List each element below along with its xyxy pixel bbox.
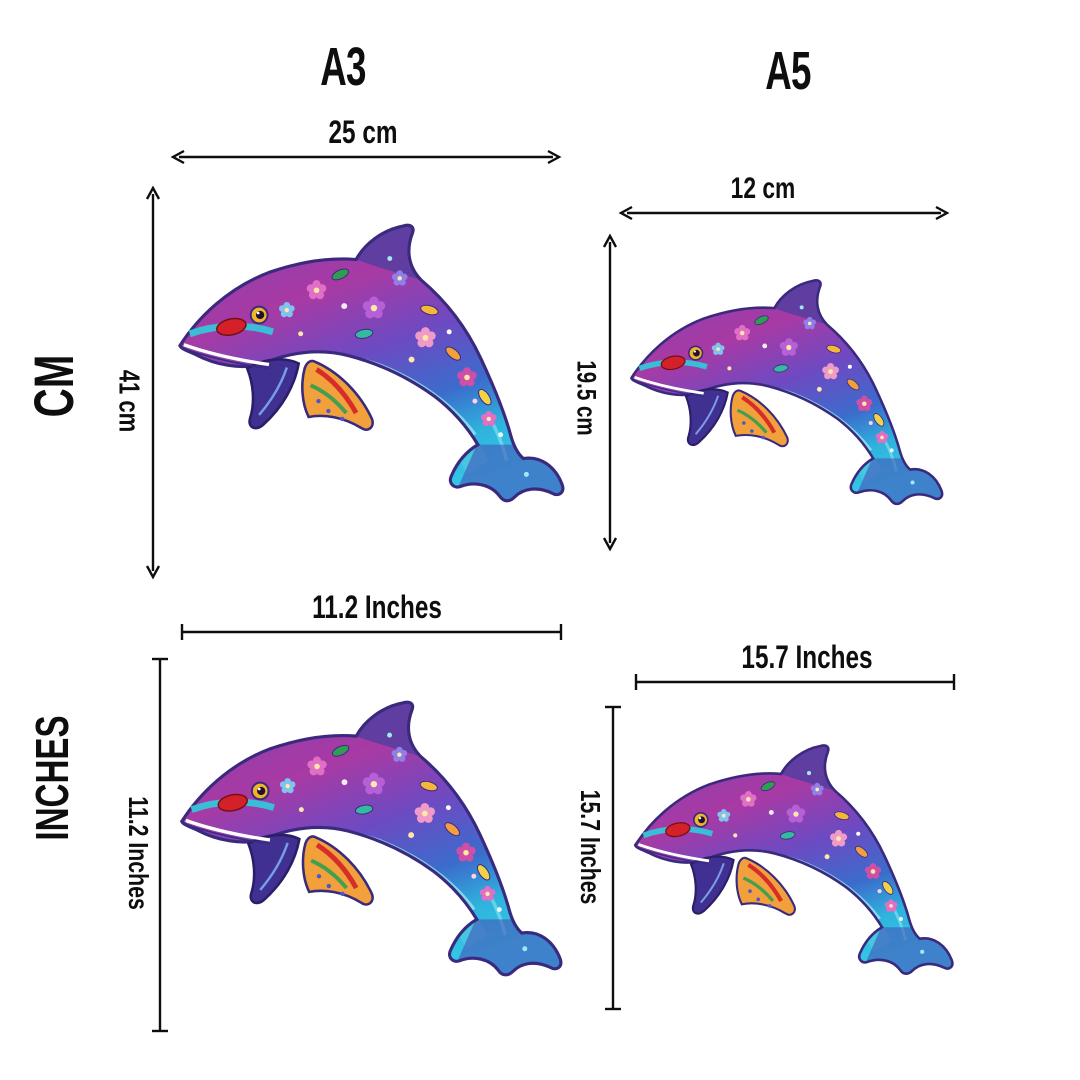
width-label-a3-cm: 25 cm — [328, 114, 398, 150]
width-line-icon-a5-inches — [634, 674, 956, 690]
height-line-icon-a3-inches — [152, 657, 168, 1033]
row-label-inches-text: INCHES — [26, 715, 78, 841]
dolphin-illustration-a5-cm — [623, 272, 945, 513]
height-arrow-icon-a3-cm — [145, 185, 161, 580]
width-line-icon-a3-inches — [180, 624, 563, 640]
column-header-a5-text: A5 — [765, 41, 811, 101]
row-label-cm-text: CM — [22, 354, 85, 418]
height-label-a3-inches: 11.2 Inches — [123, 796, 154, 910]
width-label-a3-inches: 11.2 Inches — [312, 589, 442, 625]
height-arrow-icon-a5-cm — [602, 233, 618, 552]
height-label-a3-cm: 41 cm — [112, 369, 145, 433]
width-label-a5-cm: 12 cm — [730, 172, 796, 205]
column-header-a3: A3 — [309, 40, 376, 94]
dolphin-illustration-a3-cm — [170, 215, 566, 512]
height-label-a5-cm: 19.5 cm — [571, 360, 602, 436]
dolphin-illustration-a3-inches — [172, 692, 564, 986]
height-label-a5-inches: 15.7 Inches — [575, 789, 606, 905]
height-line-icon-a5-inches — [605, 705, 621, 1011]
row-label-inches: INCHES — [26, 691, 78, 865]
column-header-a5: A5 — [754, 44, 821, 98]
column-header-a3-text: A3 — [320, 37, 366, 97]
width-label-a5-inches: 15.7 Inches — [741, 639, 873, 675]
width-arrow-icon-a3-cm — [170, 149, 562, 165]
dolphin-illustration-a5-inches — [627, 737, 955, 983]
width-arrow-icon-a5-cm — [618, 205, 950, 221]
row-label-cm: CM — [22, 342, 85, 429]
